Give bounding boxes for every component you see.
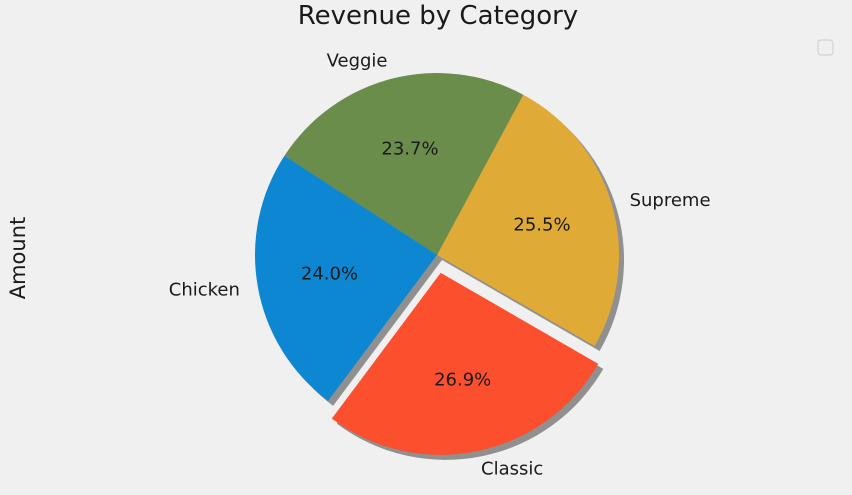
chart-title: Revenue by Category bbox=[298, 1, 578, 31]
legend-box bbox=[817, 39, 834, 56]
pie-slice-classic bbox=[331, 272, 599, 455]
percent-label-veggie: 23.7% bbox=[381, 139, 438, 160]
pie-slice-chicken bbox=[254, 155, 437, 401]
slice-labels: Supreme 25.5% Veggie 23.7% Chicken 24.0% Class… bbox=[169, 51, 711, 480]
slice-label-supreme: Supreme bbox=[630, 190, 711, 211]
pie-slices bbox=[254, 72, 620, 455]
pie-slice-veggie bbox=[284, 72, 524, 256]
slice-label-chicken: Chicken bbox=[169, 280, 240, 301]
slice-label-veggie: Veggie bbox=[327, 51, 388, 72]
y-axis-label: Amount bbox=[6, 217, 30, 300]
pie-slice-supreme bbox=[437, 94, 620, 347]
percent-label-classic: 26.9% bbox=[434, 369, 491, 390]
slice-label-classic: Classic bbox=[481, 458, 543, 479]
percent-label-supreme: 25.5% bbox=[513, 215, 570, 236]
percent-label-chicken: 24.0% bbox=[301, 264, 358, 285]
